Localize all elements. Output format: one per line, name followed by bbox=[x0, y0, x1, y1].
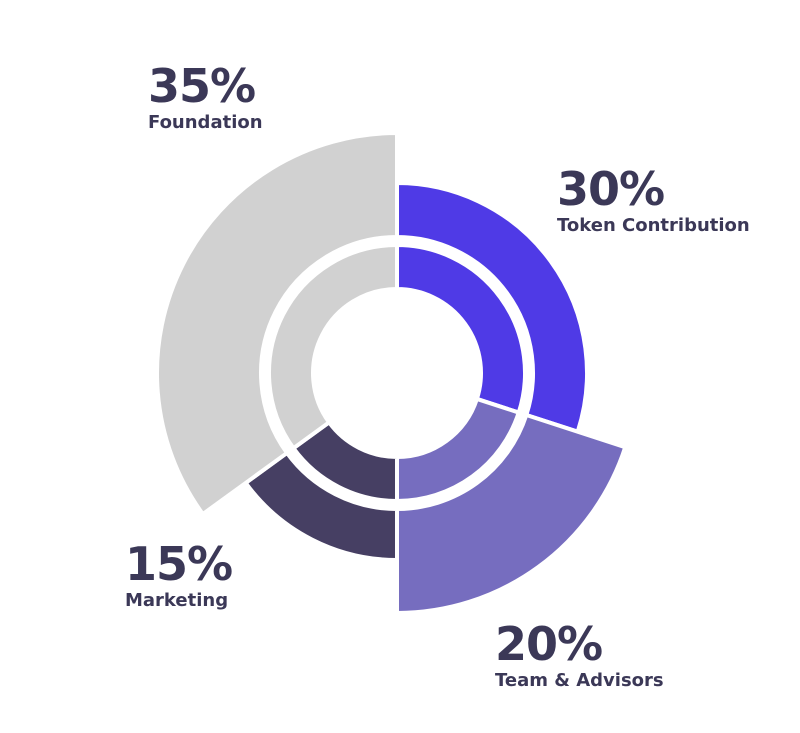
value-label: 30% bbox=[557, 162, 664, 216]
category-label: Foundation bbox=[148, 112, 263, 133]
category-label: Team & Advisors bbox=[495, 670, 664, 691]
value-label: 35% bbox=[148, 59, 255, 113]
inner-ring-slice bbox=[395, 242, 527, 416]
pie-slice bbox=[395, 180, 589, 435]
pie-slice bbox=[395, 412, 628, 616]
value-label: 20% bbox=[495, 617, 602, 671]
category-label: Marketing bbox=[125, 590, 228, 611]
value-label: 15% bbox=[125, 537, 232, 591]
inner-ring-slice bbox=[267, 242, 399, 452]
pie-slice bbox=[155, 130, 399, 517]
category-label: Token Contribution bbox=[557, 215, 750, 236]
